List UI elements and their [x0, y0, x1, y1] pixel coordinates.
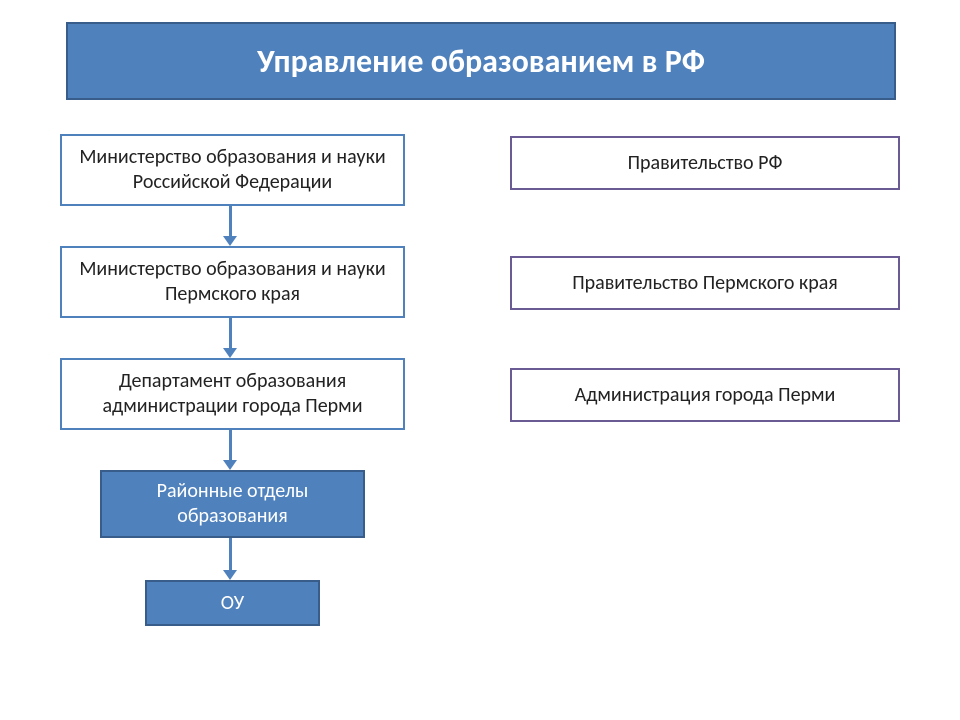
- arrow-line-0: [229, 206, 232, 236]
- right-box-0: Правительство РФ: [510, 136, 900, 190]
- left-box-4-label: ОУ: [221, 591, 244, 616]
- left-box-3-label: Районные отделы образования: [112, 479, 353, 529]
- arrow-head-3: [223, 570, 237, 580]
- left-box-3: Районные отделы образования: [100, 470, 365, 538]
- right-box-2: Администрация города Перми: [510, 368, 900, 422]
- left-box-1-label: Министерство образования и науки Пермско…: [72, 257, 393, 307]
- left-box-4: ОУ: [145, 580, 320, 626]
- arrow-line-1: [229, 318, 232, 348]
- left-box-0: Министерство образования и науки Российс…: [60, 134, 405, 206]
- arrow-line-3: [229, 538, 232, 570]
- left-box-1: Министерство образования и науки Пермско…: [60, 246, 405, 318]
- right-box-2-label: Администрация города Перми: [575, 383, 836, 408]
- right-box-0-label: Правительство РФ: [628, 151, 783, 176]
- arrow-line-2: [229, 430, 232, 460]
- right-box-1-label: Правительство Пермского края: [572, 271, 838, 296]
- right-box-1: Правительство Пермского края: [510, 256, 900, 310]
- left-box-2: Департамент образования администрации го…: [60, 358, 405, 430]
- title-text: Управление образованием в РФ: [257, 42, 705, 81]
- title-bar: Управление образованием в РФ: [66, 22, 896, 100]
- arrow-head-1: [223, 348, 237, 358]
- arrow-head-0: [223, 236, 237, 246]
- left-box-0-label: Министерство образования и науки Российс…: [72, 145, 393, 195]
- left-box-2-label: Департамент образования администрации го…: [72, 369, 393, 419]
- arrow-head-2: [223, 460, 237, 470]
